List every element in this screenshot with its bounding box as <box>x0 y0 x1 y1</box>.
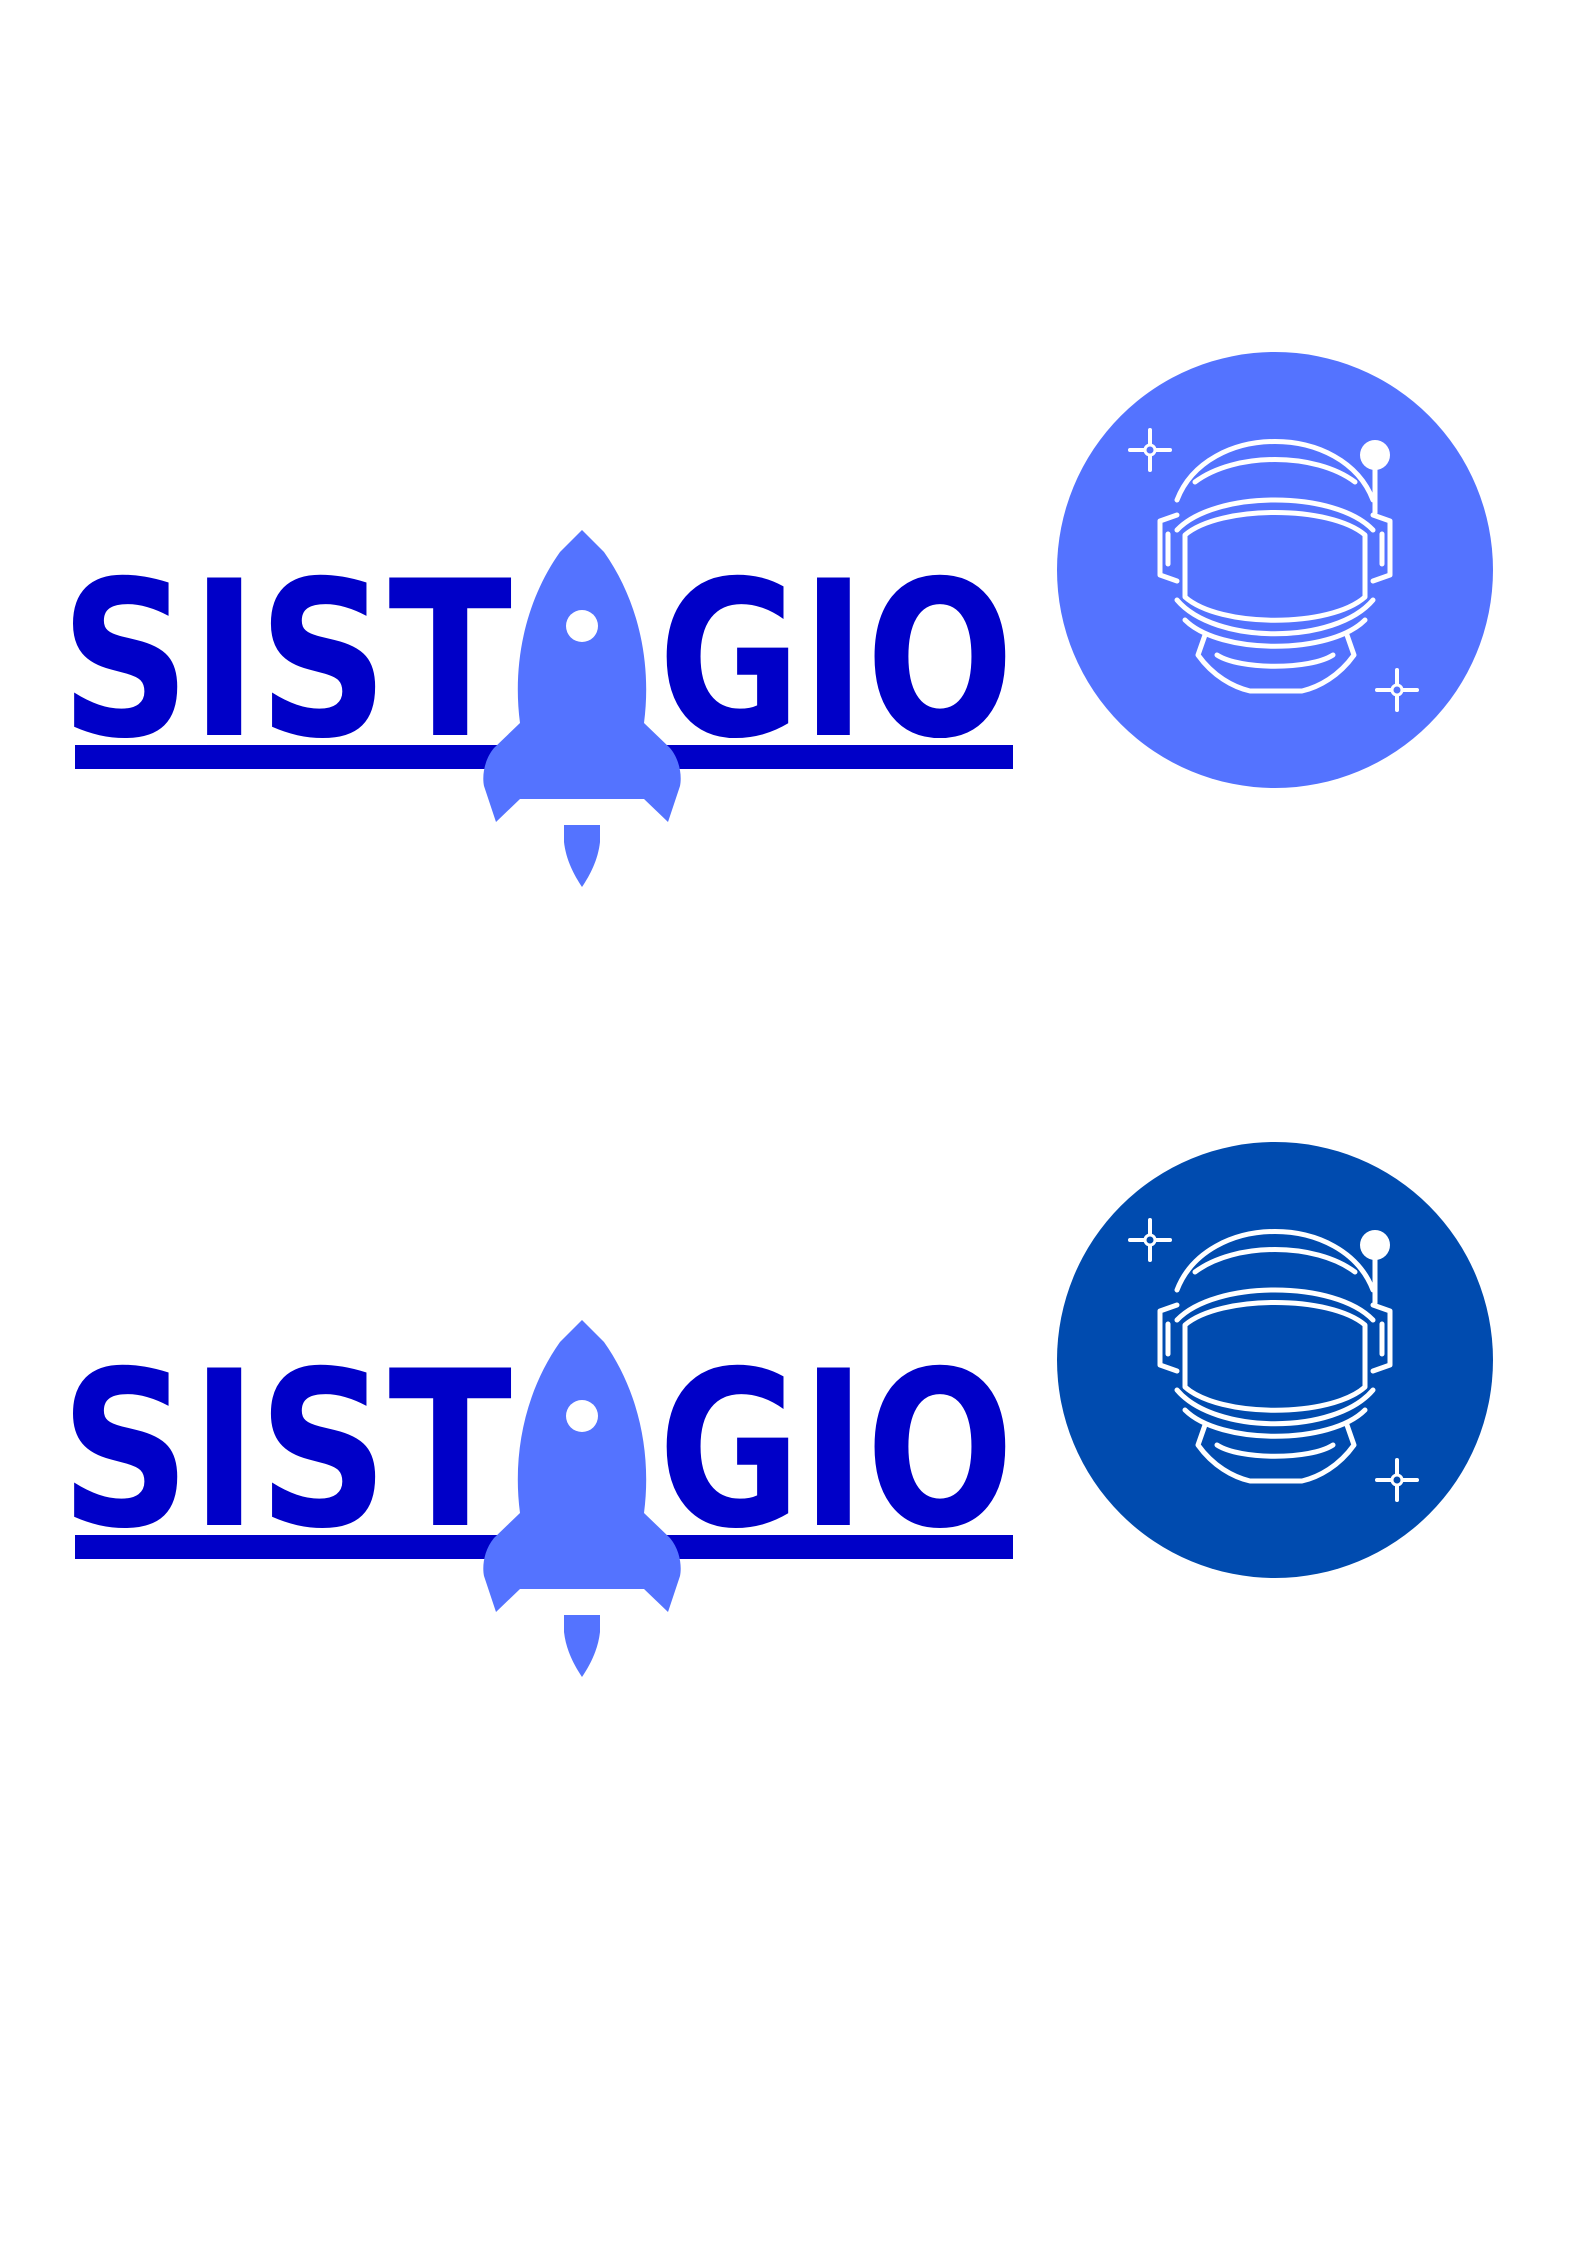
logo-variant-dark: SIST GIO <box>0 1120 1587 1677</box>
underline-left <box>75 745 505 769</box>
logo-variant-light: SIST GIO <box>0 330 1587 887</box>
wordmark-text-right: GIO <box>658 535 1014 786</box>
wordmark-text-left: SIST <box>60 1325 512 1576</box>
rocket-icon <box>483 1320 681 1677</box>
badge-circle <box>1057 352 1493 788</box>
underline-left <box>75 1535 505 1559</box>
underline-right <box>658 1535 1013 1559</box>
wordmark-logo: SIST GIO <box>60 530 1014 887</box>
rocket-icon <box>483 530 681 887</box>
helmet-antenna-knob <box>1360 440 1390 470</box>
wordmark-text-left: SIST <box>60 535 512 786</box>
underline-right <box>658 745 1013 769</box>
astronaut-helmet-icon <box>1157 1229 1393 1484</box>
astronaut-badge <box>1057 352 1493 788</box>
astronaut-badge <box>1057 1142 1493 1578</box>
wordmark-logo: SIST GIO <box>60 1320 1014 1677</box>
astronaut-helmet-icon <box>1157 439 1393 694</box>
badge-circle <box>1057 1142 1493 1578</box>
helmet-antenna-knob <box>1360 1230 1390 1260</box>
wordmark-text-right: GIO <box>658 1325 1014 1576</box>
